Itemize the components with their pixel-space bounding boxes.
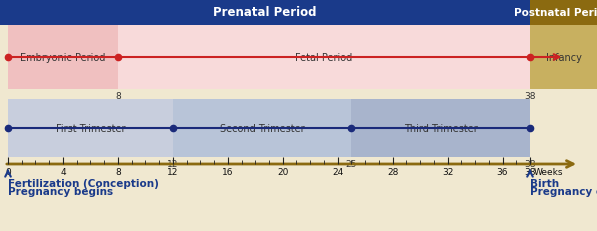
Bar [8,100,173,157]
Text: 16: 16 [222,167,233,176]
Text: 8: 8 [115,167,121,176]
Text: Pregnancy begins: Pregnancy begins [8,186,113,196]
Text: Weeks: Weeks [534,167,564,176]
Bar [118,26,530,90]
Text: First Trimester: First Trimester [56,123,125,134]
Bar [352,100,530,157]
Bar [530,0,597,26]
Text: 28: 28 [387,167,398,176]
Bar [8,26,118,90]
Text: 38: 38 [524,92,536,100]
Bar [173,100,352,157]
Text: 12: 12 [167,167,179,176]
Text: Third Trimester: Third Trimester [404,123,478,134]
Text: 32: 32 [442,167,453,176]
Text: 38: 38 [524,167,536,176]
Text: 12: 12 [167,159,179,168]
Bar [0,0,530,26]
Text: Fetal Period: Fetal Period [296,53,353,63]
Text: Infancy: Infancy [546,53,581,63]
Text: Second Trimester: Second Trimester [220,123,304,134]
Text: Prenatal Period: Prenatal Period [213,6,317,19]
Text: 24: 24 [332,167,343,176]
Text: Birth: Birth [530,178,559,188]
Text: Fertilization (Conception): Fertilization (Conception) [8,178,159,188]
Text: Embryonic Period: Embryonic Period [20,53,106,63]
Text: 0: 0 [5,167,11,176]
Text: 25: 25 [346,159,357,168]
Bar [530,26,597,90]
Text: 36: 36 [497,167,508,176]
Text: Pregnancy ends: Pregnancy ends [530,186,597,196]
Text: 8: 8 [115,92,121,100]
Text: 20: 20 [277,167,288,176]
Bar [0,26,597,90]
Bar [0,100,597,157]
Text: Postnatal Period: Postnatal Period [515,8,597,18]
Text: 4: 4 [60,167,66,176]
Text: 38: 38 [524,159,536,168]
